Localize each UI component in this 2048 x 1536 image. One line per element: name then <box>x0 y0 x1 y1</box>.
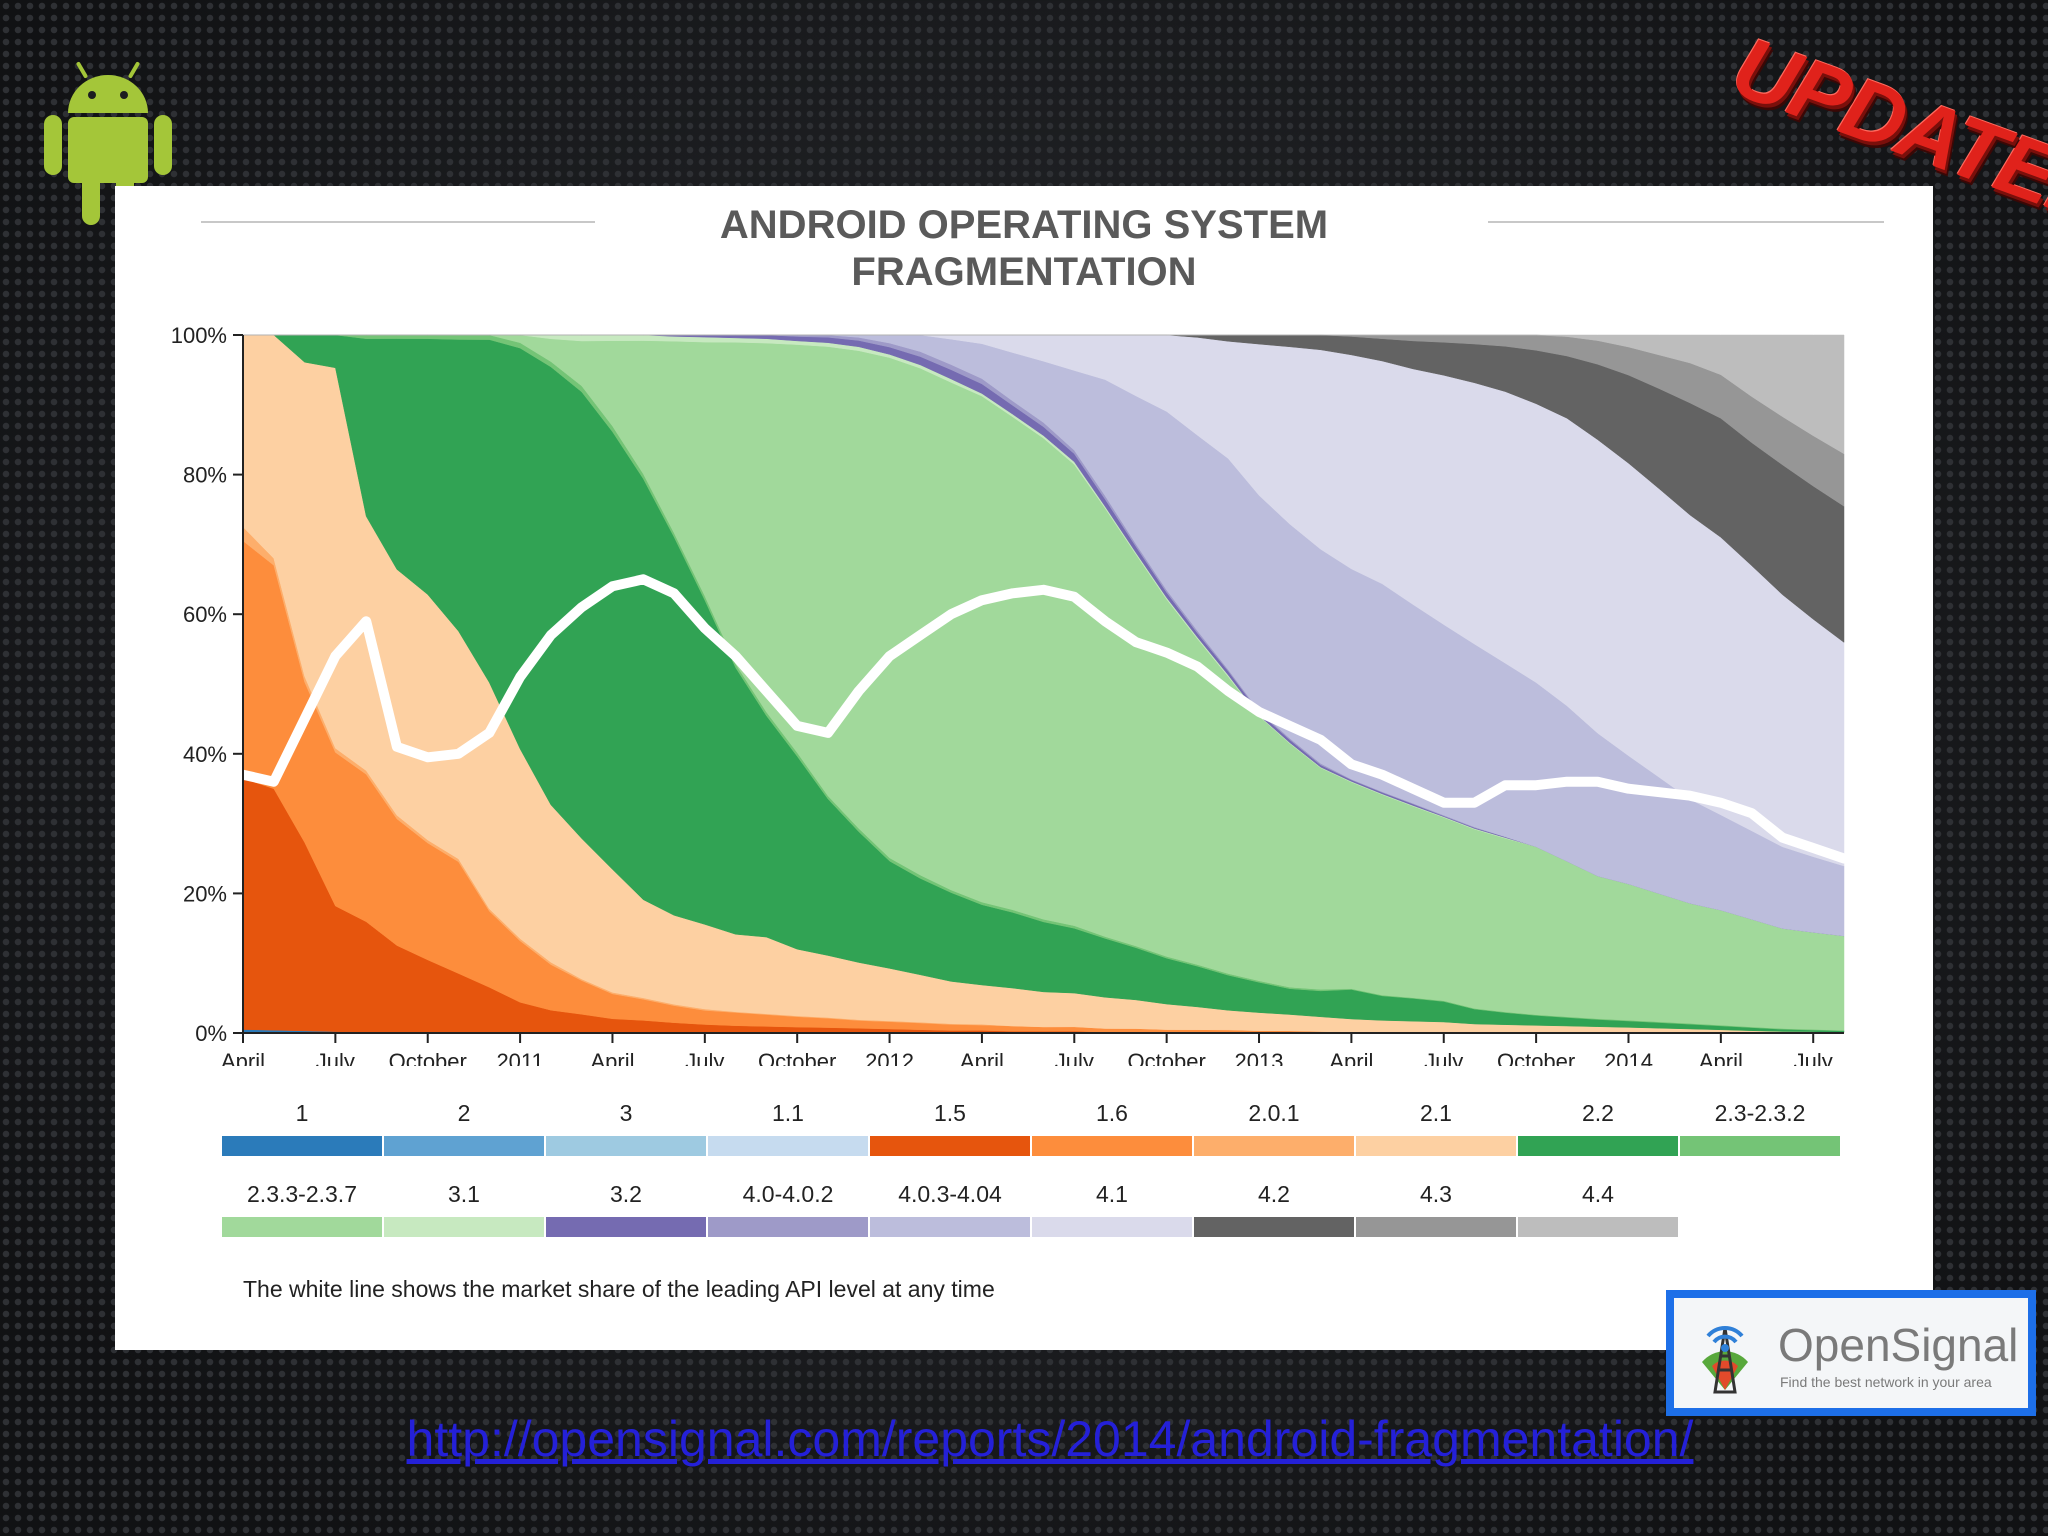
legend-item: 4.4 <box>1518 1179 1678 1237</box>
legend-item: 1.6 <box>1032 1098 1192 1156</box>
x-tick-label: July <box>685 1049 724 1066</box>
legend-label: 1.6 <box>1096 1100 1128 1126</box>
source-link[interactable]: http://opensignal.com/reports/2014/andro… <box>406 1411 1694 1467</box>
x-tick-label: 2012 <box>865 1049 914 1066</box>
y-tick-label: 80% <box>183 463 227 488</box>
legend-item: 4.2 <box>1194 1179 1354 1237</box>
legend-label: 3.1 <box>448 1181 480 1207</box>
legend-item: 1.1 <box>708 1098 868 1156</box>
legend-swatch <box>1518 1136 1678 1156</box>
opensignal-logo: OpenSignal Find the best network in your… <box>1666 1290 2036 1416</box>
y-tick-label: 40% <box>183 742 227 767</box>
chart-footnote: The white line shows the market share of… <box>243 1276 995 1302</box>
legend-item: 4.1 <box>1032 1179 1192 1237</box>
legend-item: 1.5 <box>870 1098 1030 1156</box>
legend-item: 4.3 <box>1356 1179 1516 1237</box>
legend-swatch <box>222 1217 382 1237</box>
legend-item: 3.2 <box>546 1179 706 1237</box>
chart-title: ANDROID OPERATING SYSTEM FRAGMENTATION <box>115 202 1933 296</box>
chart-title-line-2: FRAGMENTATION <box>851 250 1197 294</box>
x-tick-label: July <box>316 1049 355 1066</box>
x-tick-label: July <box>1794 1049 1833 1066</box>
legend-label: 4.0.3-4.04 <box>898 1181 1002 1207</box>
legend-label: 4.4 <box>1582 1181 1614 1207</box>
leading-api-share-line <box>238 574 1849 864</box>
x-tick-label: 2014 <box>1604 1049 1653 1066</box>
legend-label: 3.2 <box>610 1181 642 1207</box>
x-tick-label: April <box>960 1049 1004 1066</box>
x-tick-label: April <box>590 1049 634 1066</box>
legend-label: 2.0.1 <box>1248 1100 1300 1126</box>
legend-item: 2.3-2.3.2 <box>1680 1098 1840 1156</box>
y-tick-label: 100% <box>171 323 227 348</box>
opensignal-name: OpenSignal <box>1778 1319 2019 1371</box>
legend-swatch <box>708 1136 868 1156</box>
legend-item: 4.0-4.0.2 <box>708 1179 868 1237</box>
x-tick-label: October <box>758 1049 836 1066</box>
opensignal-panel: OpenSignal Find the best network in your… <box>1674 1298 2028 1408</box>
legend-swatch <box>1680 1136 1840 1156</box>
title-rule-right <box>1488 221 1884 223</box>
x-tick-label: April <box>1699 1049 1743 1066</box>
legend-label: 3 <box>619 1100 633 1126</box>
legend-item: 2.0.1 <box>1194 1098 1354 1156</box>
legend-swatch <box>1032 1217 1192 1237</box>
legend-label: 1 <box>295 1100 309 1126</box>
legend-label: 2 <box>457 1100 471 1126</box>
chart-title-line-1: ANDROID OPERATING SYSTEM <box>719 203 1329 247</box>
legend-item: 3 <box>546 1098 706 1156</box>
legend-label: 1.1 <box>772 1100 804 1126</box>
legend-swatch <box>222 1136 382 1156</box>
legend-item: 2.1 <box>1356 1098 1516 1156</box>
area-series-4-4 <box>243 334 1845 455</box>
x-tick-label: April <box>221 1049 265 1066</box>
legend-swatch <box>870 1217 1030 1237</box>
legend-swatch <box>1194 1136 1354 1156</box>
x-tick-label: October <box>1128 1049 1206 1066</box>
legend-swatch <box>1518 1217 1678 1237</box>
chart-area: 0% 20% 40% 60% 80% 100% April July October 2011 Ap… <box>171 323 1849 1066</box>
x-tick-label: October <box>389 1049 467 1066</box>
y-tick-label: 60% <box>183 602 227 627</box>
legend-item: 2.3.3-2.3.7 <box>222 1179 382 1237</box>
legend-label: 4.3 <box>1420 1181 1452 1207</box>
y-tick-label: 0% <box>195 1021 227 1046</box>
legend-label: 2.2 <box>1582 1100 1614 1126</box>
legend-label: 4.2 <box>1258 1181 1290 1207</box>
legend-label: 4.0-4.0.2 <box>742 1181 834 1207</box>
legend-swatch <box>870 1136 1030 1156</box>
legend-swatch <box>546 1136 706 1156</box>
legend-item: 1 <box>222 1098 382 1156</box>
x-tick-label: 2013 <box>1235 1049 1284 1066</box>
android-logo-icon <box>44 61 172 225</box>
legend-item: 4.0.3-4.04 <box>870 1179 1030 1237</box>
legend-swatch <box>546 1217 706 1237</box>
legend-label: 1.5 <box>934 1100 966 1126</box>
legend-swatch <box>1194 1217 1354 1237</box>
legend-label: 2.3-2.3.2 <box>1714 1100 1806 1126</box>
chart-card: ANDROID OPERATING SYSTEM FRAGMENTATION 0… <box>115 186 1933 1350</box>
legend-label: 2.1 <box>1420 1100 1452 1126</box>
legend-item: 2.2 <box>1518 1098 1678 1156</box>
legend-swatch <box>1356 1136 1516 1156</box>
legend-swatch <box>1356 1217 1516 1237</box>
legend-label: 4.1 <box>1096 1181 1128 1207</box>
title-rule-left <box>201 221 595 223</box>
opensignal-tagline: Find the best network in your area <box>1780 1374 1992 1390</box>
legend-swatch <box>384 1136 544 1156</box>
legend-swatch <box>708 1217 868 1237</box>
x-tick-label: 2011 <box>496 1049 543 1066</box>
y-tick-label: 20% <box>183 881 227 906</box>
legend-item: 2 <box>384 1098 544 1156</box>
x-tick-label: July <box>1055 1049 1094 1066</box>
legend-swatch <box>384 1217 544 1237</box>
legend-label: 2.3.3-2.3.7 <box>247 1181 357 1207</box>
x-tick-label: April <box>1329 1049 1373 1066</box>
legend-item: 3.1 <box>384 1179 544 1237</box>
x-tick-label: July <box>1424 1049 1463 1066</box>
signal-tower-icon <box>1702 1325 1748 1394</box>
legend-swatch <box>1032 1136 1192 1156</box>
x-tick-label: October <box>1497 1049 1575 1066</box>
